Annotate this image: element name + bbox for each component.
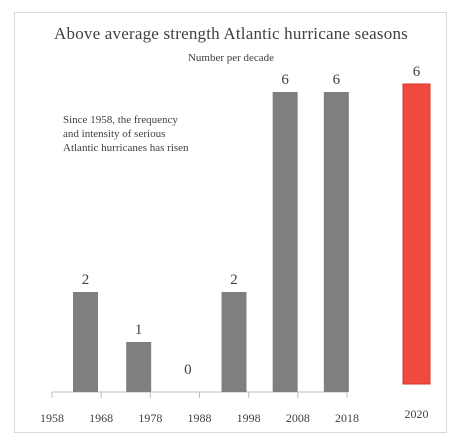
x-tick-label: 1978 [138, 411, 162, 425]
bar-value-label: 1 [135, 322, 143, 338]
x-tick-label: 1968 [89, 411, 113, 425]
highlight-tick-label: 2020 [405, 407, 429, 421]
highlight-value-label: 6 [413, 64, 421, 80]
bar-value-label: 0 [184, 362, 192, 378]
bar-value-label: 2 [82, 272, 90, 288]
bar-value-label: 6 [281, 72, 289, 88]
bar [221, 292, 247, 392]
chart-annotation: Since 1958, the frequency and intensity … [63, 114, 189, 154]
x-tick-label: 2008 [286, 411, 310, 425]
bar [126, 342, 152, 392]
chart-title: Above average strength Atlantic hurrican… [54, 24, 408, 43]
highlight-bar [402, 83, 431, 385]
bar [272, 92, 298, 392]
bar [323, 92, 349, 392]
x-tick-label: 1998 [237, 411, 261, 425]
x-tick-label: 2018 [335, 411, 359, 425]
bar-value-label: 6 [333, 72, 341, 88]
bar [73, 292, 98, 392]
chart-subtitle: Number per decade [187, 52, 275, 64]
bar-value-label: 2 [230, 272, 238, 288]
x-tick-label: 1958 [40, 411, 64, 425]
x-tick-label: 1988 [188, 411, 212, 425]
